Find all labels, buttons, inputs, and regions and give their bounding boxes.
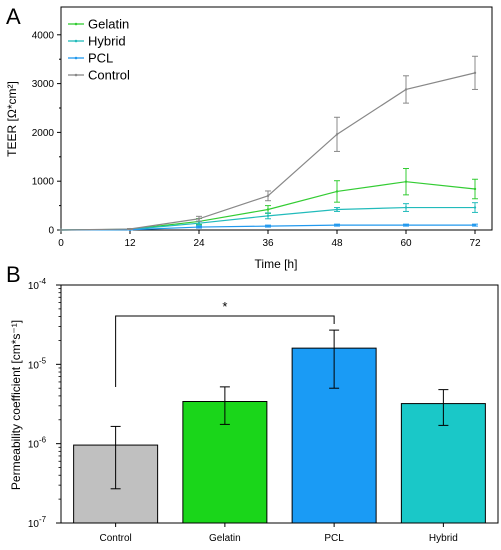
panel-b-bars: [73, 329, 486, 524]
panel-b-x-tick-label: Gelatin: [209, 533, 241, 544]
data-point: [404, 180, 408, 183]
significance-marker: *: [222, 299, 227, 314]
panel-b-y-axis: 10-7 10-6 10-5 10-4: [28, 277, 61, 530]
panel-a-y-tick-label: 3000: [32, 79, 55, 90]
series-gelatin: [59, 168, 478, 232]
panel-a-y-tick-label: 1000: [32, 177, 55, 188]
data-point: [266, 208, 270, 211]
data-point: [335, 190, 339, 193]
data-point: [266, 214, 270, 218]
data-point: [473, 223, 477, 227]
legend-item-hybrid: Hybrid: [68, 34, 126, 49]
panel-a-y-tick-label: 2000: [32, 128, 55, 139]
legend-label: Control: [88, 68, 130, 83]
panel-a-x-axis: 0 12 24 36 48 60 72: [58, 230, 481, 249]
panel-a-label: A: [6, 4, 21, 29]
panel-b-label: B: [6, 262, 21, 287]
panel-a-y-tick-label: 0: [48, 226, 54, 237]
data-point: [266, 194, 270, 198]
panel-b-y-tick-label: 10-7: [28, 515, 47, 530]
panel-b-y-axis-title: Permeability coefficient [cm*s⁻¹]: [9, 320, 23, 490]
data-point: [404, 88, 408, 91]
data-point: [404, 206, 408, 209]
panel-b-x-tick-label: Hybrid: [429, 533, 458, 544]
panel-a-x-tick-label: 60: [400, 238, 412, 249]
panel-b-y-tick-label: 10-6: [28, 436, 47, 451]
significance-bracket: [115, 315, 335, 387]
data-point: [197, 221, 201, 225]
panel-a-y-tick-label: 4000: [32, 30, 55, 41]
data-point: [335, 133, 339, 136]
panel-b-plot-frame: [60, 284, 499, 524]
legend-marker: [74, 22, 78, 26]
panel-a-x-tick-label: 72: [469, 238, 481, 249]
panel-a-legend: Gelatin Hybrid PCL Control: [68, 17, 130, 83]
legend-label: Gelatin: [88, 17, 129, 32]
panel-a-y-axis-title: TEER [Ω*cm²]: [5, 81, 19, 157]
panel-b-x-axis: Control Gelatin PCL Hybrid: [100, 523, 458, 544]
legend-label: Hybrid: [88, 34, 126, 49]
panel-a-series: [59, 55, 478, 232]
panel-a-y-axis: 0 1000 2000 3000 4000: [32, 30, 61, 237]
panel-a-x-axis-title: Time [h]: [255, 257, 298, 271]
legend-marker: [74, 56, 78, 60]
legend-item-gelatin: Gelatin: [68, 17, 129, 32]
legend-item-pcl: PCL: [68, 51, 113, 66]
panel-b-x-tick-label: Control: [100, 533, 132, 544]
data-point: [473, 206, 477, 209]
legend-item-control: Control: [68, 68, 130, 83]
panel-a-x-tick-label: 0: [58, 238, 64, 249]
panel-a-x-tick-label: 36: [262, 238, 274, 249]
legend-marker: [74, 73, 78, 77]
data-point: [197, 225, 201, 229]
panel-a-x-tick-label: 24: [193, 238, 205, 249]
data-point: [266, 224, 270, 228]
data-point: [128, 227, 132, 231]
panel-a-x-tick-label: 12: [124, 238, 136, 249]
panel-b-significance: *: [115, 299, 335, 387]
panel-a-plot-frame: [60, 6, 493, 231]
series-control: [59, 55, 478, 232]
data-point: [59, 228, 63, 232]
legend-marker: [74, 39, 78, 43]
data-point: [197, 217, 201, 220]
data-point: [473, 187, 477, 191]
panel-b-x-tick-label: PCL: [324, 533, 344, 544]
legend-label: PCL: [88, 51, 113, 66]
panel-a-x-tick-label: 48: [331, 238, 343, 249]
panel-b-y-tick-label: 10-4: [28, 277, 47, 292]
data-point: [473, 71, 477, 75]
data-point: [335, 223, 339, 227]
data-point: [404, 223, 408, 227]
data-point: [335, 208, 339, 211]
panel-b-y-tick-label: 10-5: [28, 356, 47, 371]
